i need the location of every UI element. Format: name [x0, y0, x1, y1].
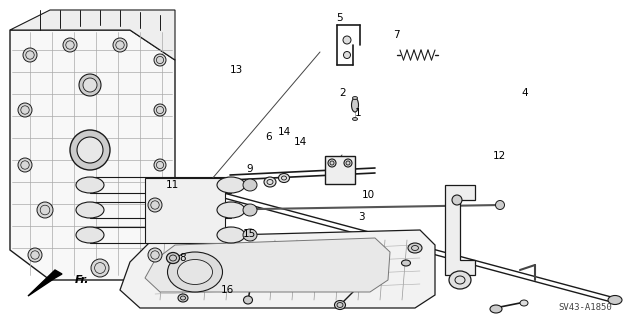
Text: 5: 5 [336, 12, 342, 23]
Polygon shape [120, 230, 435, 308]
Text: 14: 14 [294, 137, 307, 147]
Ellipse shape [76, 177, 104, 193]
Ellipse shape [353, 117, 358, 121]
Ellipse shape [408, 243, 422, 253]
Text: Fr.: Fr. [75, 275, 90, 285]
Ellipse shape [217, 227, 245, 243]
Polygon shape [10, 10, 175, 60]
Ellipse shape [148, 248, 162, 262]
Text: 8: 8 [179, 253, 186, 263]
Ellipse shape [77, 137, 103, 163]
Ellipse shape [178, 294, 188, 302]
Ellipse shape [79, 74, 101, 96]
Ellipse shape [452, 195, 462, 205]
Ellipse shape [217, 177, 245, 193]
Ellipse shape [344, 159, 352, 167]
Text: 12: 12 [493, 151, 506, 161]
Text: 10: 10 [362, 189, 374, 200]
Ellipse shape [23, 48, 37, 62]
Ellipse shape [449, 271, 471, 289]
Ellipse shape [490, 305, 502, 313]
Ellipse shape [91, 259, 109, 277]
Ellipse shape [154, 104, 166, 116]
Ellipse shape [328, 159, 336, 167]
Text: 13: 13 [230, 65, 243, 75]
Text: 9: 9 [246, 164, 253, 174]
Ellipse shape [83, 78, 97, 92]
Text: 11: 11 [166, 180, 179, 190]
Ellipse shape [148, 198, 162, 212]
Ellipse shape [278, 174, 289, 182]
Ellipse shape [353, 97, 358, 100]
Ellipse shape [243, 296, 253, 304]
Ellipse shape [37, 202, 53, 218]
Ellipse shape [63, 38, 77, 52]
Ellipse shape [154, 159, 166, 171]
Ellipse shape [113, 38, 127, 52]
Text: 7: 7 [394, 30, 400, 40]
Ellipse shape [28, 248, 42, 262]
Ellipse shape [76, 227, 104, 243]
Ellipse shape [243, 229, 257, 241]
Ellipse shape [608, 295, 622, 305]
Ellipse shape [520, 300, 528, 306]
Ellipse shape [166, 253, 179, 263]
Ellipse shape [335, 300, 346, 309]
Ellipse shape [344, 51, 351, 58]
Bar [325, 156, 355, 184]
Ellipse shape [401, 260, 410, 266]
Ellipse shape [264, 177, 276, 187]
Text: SV43-A1850: SV43-A1850 [558, 303, 612, 313]
Ellipse shape [177, 259, 212, 285]
Ellipse shape [168, 252, 223, 292]
Ellipse shape [70, 130, 110, 170]
Ellipse shape [351, 98, 358, 112]
Ellipse shape [343, 36, 351, 44]
Text: 2: 2 [339, 87, 346, 98]
Polygon shape [445, 185, 475, 275]
Text: 4: 4 [522, 87, 528, 98]
Ellipse shape [495, 201, 504, 210]
Polygon shape [28, 270, 62, 296]
Text: 16: 16 [221, 285, 234, 295]
Bar [145, 177, 225, 242]
Text: 14: 14 [278, 127, 291, 137]
Ellipse shape [154, 54, 166, 66]
Text: 1: 1 [355, 108, 362, 118]
Ellipse shape [243, 204, 257, 216]
Text: 3: 3 [358, 212, 365, 222]
Polygon shape [10, 30, 175, 280]
Ellipse shape [76, 202, 104, 218]
Text: 15: 15 [243, 229, 256, 240]
Ellipse shape [217, 202, 245, 218]
Ellipse shape [18, 158, 32, 172]
Ellipse shape [18, 103, 32, 117]
Ellipse shape [243, 179, 257, 191]
Text: 6: 6 [266, 132, 272, 142]
Polygon shape [145, 238, 390, 292]
